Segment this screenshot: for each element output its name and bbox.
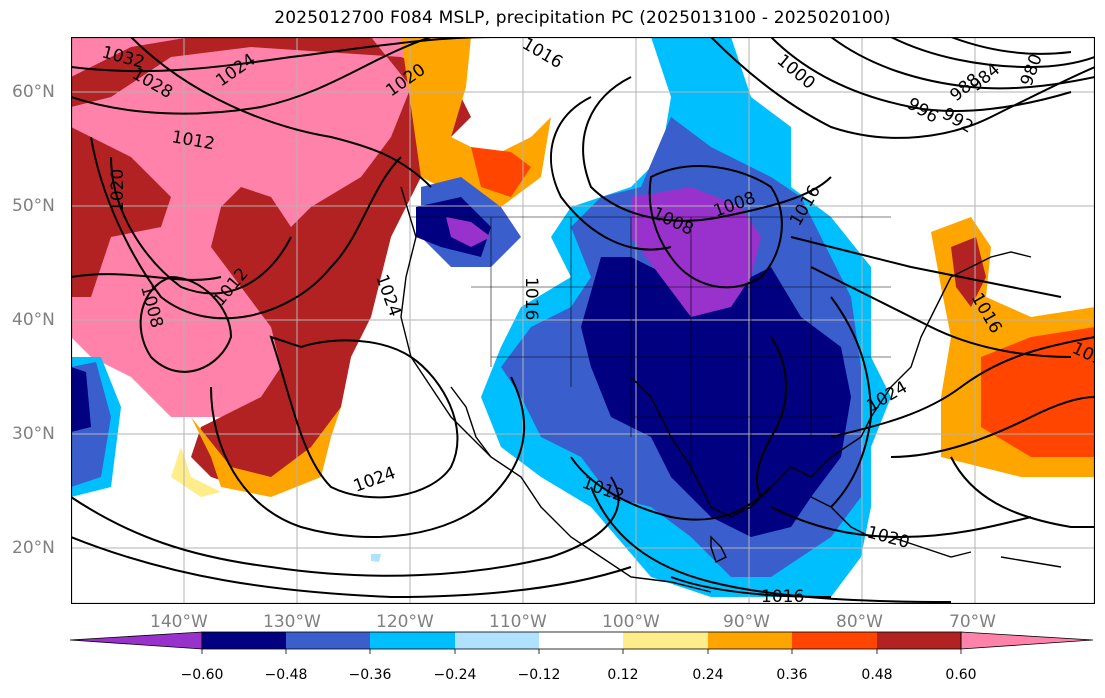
lon-label-130w: 130°W	[263, 612, 321, 632]
pale-blue-spot	[371, 554, 381, 562]
colorbar-label: 0.24	[692, 667, 724, 683]
contour-label: 996	[904, 94, 942, 128]
lat-label-60n: 60°N	[12, 82, 55, 102]
colorbar-swatch	[792, 632, 877, 649]
coastlines	[400, 186, 1062, 593]
lon-label-100w: 100°W	[602, 612, 660, 632]
orange-band-pacific	[191, 407, 341, 497]
navy-region	[581, 257, 851, 537]
colorbar-ticks	[201, 649, 962, 654]
colorbar-extend-low	[69, 631, 203, 650]
colorbar-label: −0.60	[180, 667, 224, 683]
colorbar-label: 0.12	[607, 667, 639, 683]
contour-label: 1000	[773, 51, 819, 94]
colorbar-swatch	[539, 632, 623, 649]
map-frame	[71, 37, 1095, 604]
colorbar-frame	[201, 631, 962, 650]
colorbar-label: 0.48	[861, 667, 893, 683]
colorbar-swatch	[455, 632, 539, 649]
lat-label-30n: 30°N	[12, 424, 55, 444]
colorbar-label: −0.36	[348, 667, 392, 683]
contour-label: 1016	[761, 587, 804, 604]
lon-label-120w: 120°W	[376, 612, 434, 632]
orange-region-north	[401, 37, 551, 207]
lon-label-70w: 70°W	[949, 612, 996, 632]
lon-label-90w: 90°W	[723, 612, 770, 632]
colorbar-label: 0.60	[945, 667, 977, 683]
colorbar-swatch	[286, 632, 370, 649]
navy-west-pacific	[71, 367, 91, 432]
colorbar-label: −0.12	[517, 667, 561, 683]
firebrick-region-east	[71, 127, 171, 297]
lon-label-110w: 110°W	[489, 612, 547, 632]
map-title: 2025012700 F084 MSLP, precipitation PC (…	[274, 8, 891, 28]
contour-label: 1016	[519, 37, 566, 73]
colorbar-swatch	[708, 632, 792, 649]
colorbar-label: −0.24	[433, 667, 477, 683]
mslp-isobars	[71, 37, 1095, 603]
state-borders	[411, 216, 891, 477]
colorbar-swatch	[877, 632, 961, 649]
colorbar-swatch	[623, 632, 708, 649]
contour-label: 980	[1017, 51, 1047, 88]
contour-label: 1016	[521, 277, 541, 320]
colorbar-extend-high	[960, 631, 1094, 650]
purple-spot-pnw	[446, 217, 491, 247]
lat-label-40n: 40°N	[12, 310, 55, 330]
lon-label-140w: 140°W	[150, 612, 208, 632]
contour-label: 1024	[351, 463, 398, 497]
graticule	[71, 37, 1095, 604]
colorbar-label: 0.36	[776, 667, 808, 683]
firebrick-atlantic	[951, 237, 986, 307]
precipitation-map: 1032 1028 1024 1020 1012 1020 1016 1008 …	[71, 37, 1095, 604]
colorbar	[69, 631, 1094, 654]
lat-label-20n: 20°N	[12, 538, 55, 558]
contour-label: 1020	[108, 169, 128, 212]
red-orange-north	[471, 147, 531, 197]
firebrick-region-pacific	[71, 37, 471, 487]
lon-label-80w: 80°W	[836, 612, 883, 632]
colorbar-swatch	[370, 632, 455, 649]
colorbar-label: −0.48	[264, 667, 308, 683]
colorbar-swatch	[202, 632, 286, 649]
lat-label-50n: 50°N	[12, 196, 55, 216]
